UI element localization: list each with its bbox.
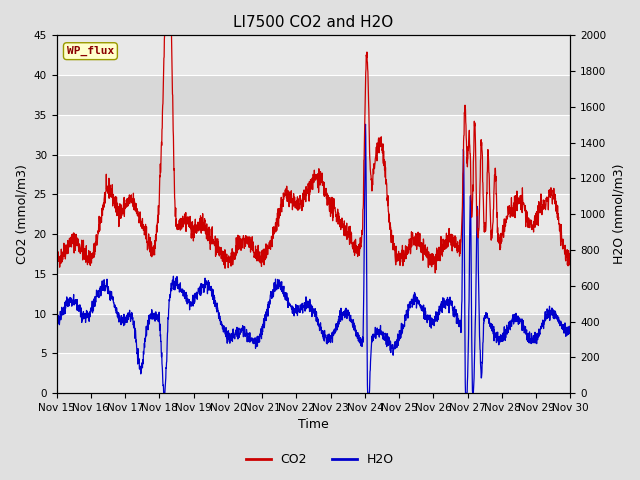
Bar [56, 234, 570, 274]
Bar [56, 75, 570, 115]
Legend: CO2, H2O: CO2, H2O [241, 448, 399, 471]
Y-axis label: H2O (mmol/m3): H2O (mmol/m3) [612, 164, 625, 264]
Bar [56, 274, 570, 313]
Bar [56, 313, 570, 353]
Bar [56, 155, 570, 194]
Y-axis label: CO2 (mmol/m3): CO2 (mmol/m3) [15, 164, 28, 264]
Title: LI7500 CO2 and H2O: LI7500 CO2 and H2O [234, 15, 394, 30]
Bar [56, 353, 570, 393]
X-axis label: Time: Time [298, 419, 329, 432]
Bar [56, 36, 570, 75]
Bar [56, 115, 570, 155]
Text: WP_flux: WP_flux [67, 46, 114, 56]
Bar [56, 194, 570, 234]
